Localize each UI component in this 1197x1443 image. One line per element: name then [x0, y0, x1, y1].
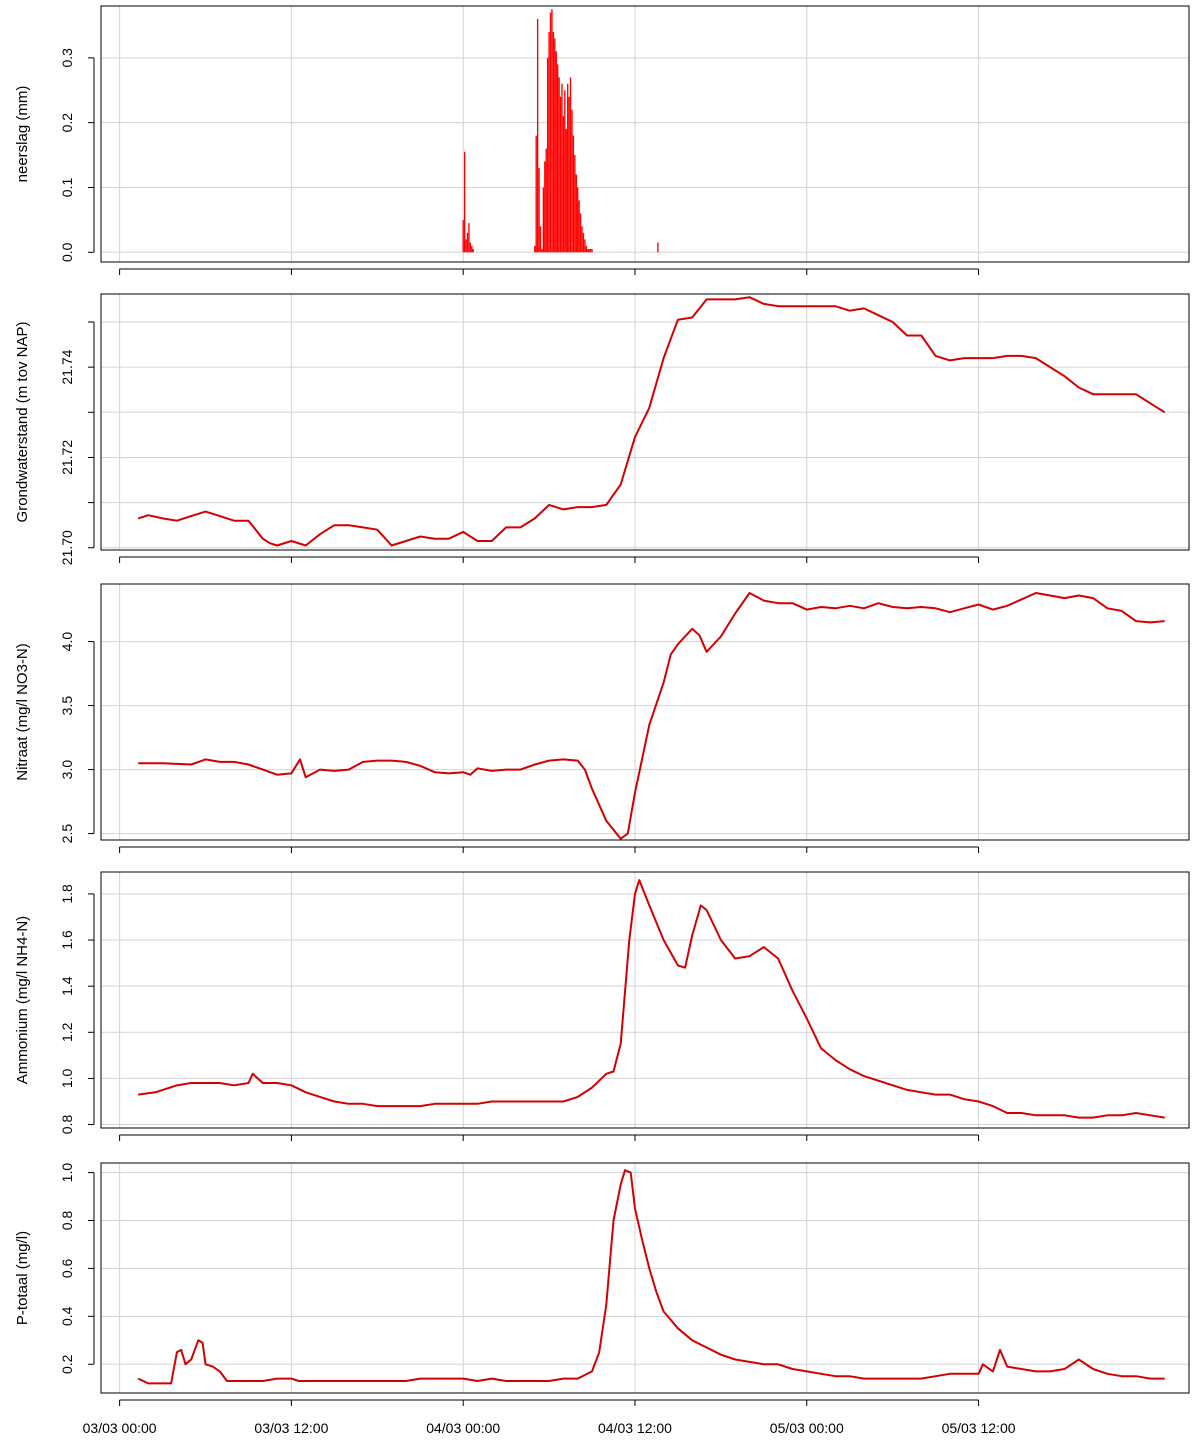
series-line [137, 296, 1166, 547]
precipitation-bar [589, 249, 592, 253]
y-tick-label: 0.3 [59, 48, 75, 68]
precipitation-bar [466, 232, 469, 253]
y-axis-label: Ammonium (mg/l NH4-N) [14, 916, 31, 1084]
x-tick-label: 04/03 00:00 [426, 1420, 500, 1436]
y-tick-label: 4.0 [59, 632, 75, 652]
y-tick-label: 1.8 [59, 884, 75, 904]
precipitation-bar [567, 83, 569, 253]
panel-3: 2.5 3.0 3.5 4.0 Nitraat (mg/l NO3-N) [14, 583, 1190, 853]
y-tick-label: 0.1 [59, 178, 75, 198]
precipitation-bar [587, 249, 589, 253]
y-tick-label: 3.0 [59, 760, 75, 780]
y-tick-label: 1.0 [59, 1068, 75, 1088]
precipitation-bar [591, 249, 593, 253]
panel-1: 0.0 0.1 0.2 0.3 neerslag (mm) [14, 5, 1190, 275]
precipitation-bar [542, 187, 545, 253]
precipitation-bar [584, 239, 586, 253]
precipitation-bar [545, 148, 547, 253]
panel-2: 21.70 21.72 21.74 Grondwaterstand (m tov NA… [14, 293, 1190, 565]
precipitation-bar [569, 77, 572, 253]
series-line [137, 1169, 1165, 1385]
y-tick-label: 21.70 [59, 530, 75, 565]
y-tick-label: 1.6 [59, 930, 75, 950]
y-tick-label: 0.8 [59, 1211, 75, 1231]
precipitation-bar [465, 239, 467, 253]
precipitation-bar [574, 155, 576, 253]
precipitation-bar [588, 249, 590, 253]
y-tick-label: 1.0 [59, 1163, 75, 1183]
y-tick-label: 1.2 [59, 1022, 75, 1042]
precipitation-bar [581, 226, 583, 253]
precipitation-bar [571, 109, 573, 253]
precipitation-bar [575, 174, 577, 253]
x-tick-label: 05/03 00:00 [770, 1420, 844, 1436]
x-tick-label: 05/03 12:00 [942, 1420, 1016, 1436]
y-tick-label: 1.4 [59, 976, 75, 996]
plot-frame [100, 583, 1190, 841]
panel-4: 0.8 1.0 1.2 1.4 1.6 1.8 Ammonium (mg/l NH4-N) [14, 871, 1190, 1141]
precipitation-bar [562, 116, 565, 253]
y-tick-label: 2.5 [59, 824, 75, 844]
precipitation-bar [549, 12, 552, 253]
precipitation-bar [554, 38, 556, 253]
precipitation-bar [577, 187, 579, 253]
precipitation-bar [471, 245, 473, 253]
precipitation-bar [559, 96, 562, 253]
precipitation-bar [541, 249, 543, 253]
precipitation-bar [548, 31, 550, 253]
y-tick-label: 3.5 [59, 696, 75, 716]
plot-frame [100, 871, 1190, 1129]
series-line [138, 879, 1165, 1119]
y-tick-label: 0.6 [59, 1258, 75, 1278]
precipitation-bar [468, 223, 470, 253]
precipitation-bar [472, 249, 474, 253]
precipitation-bar [555, 51, 557, 253]
precipitation-bar [585, 245, 587, 253]
precipitation-bar [578, 200, 580, 253]
precipitation-bar [565, 129, 567, 253]
precipitation-bar [556, 64, 559, 253]
panel-5: 0.2 0.4 0.6 0.8 1.0 P-totaal (mg/l) 03/03 00:0… [14, 1162, 1190, 1436]
precipitation-bar [462, 219, 464, 253]
x-tick-label: 04/03 12:00 [598, 1420, 672, 1436]
y-tick-label: 0.0 [59, 242, 75, 262]
precipitation-bar [568, 96, 570, 253]
plot-frame [100, 1162, 1190, 1394]
plot-frame [100, 293, 1190, 551]
precipitation-bar [539, 226, 542, 253]
series-line [138, 592, 1165, 840]
precipitation-bar [546, 57, 549, 253]
y-tick-label: 0.2 [59, 113, 75, 133]
precipitation-bar [463, 151, 466, 253]
y-tick-label: 0.4 [59, 1306, 75, 1326]
y-axis-label: Grondwaterstand (m tov NAP) [14, 322, 31, 523]
precipitation-bar [551, 9, 553, 253]
precipitation-bar [536, 18, 539, 253]
precipitation-bar [538, 168, 540, 253]
x-tick-label: 03/03 12:00 [254, 1420, 328, 1436]
precipitation-bar [561, 83, 563, 253]
precipitation-bar [552, 31, 555, 253]
y-axis-label: P-totaal (mg/l) [14, 1231, 31, 1325]
precipitation-bar [564, 90, 566, 253]
y-tick-label: 0.8 [59, 1115, 75, 1135]
plot-frame [100, 5, 1190, 263]
y-tick-label: 21.72 [59, 440, 75, 475]
precipitation-bar [579, 213, 582, 253]
y-tick-label: 21.74 [59, 349, 75, 384]
precipitation-bar [535, 135, 537, 253]
precipitation-bar [558, 77, 560, 253]
precipitation-bar [544, 161, 546, 253]
y-axis-label: Nitraat (mg/l NO3-N) [14, 643, 31, 781]
y-axis-label: neerslag (mm) [14, 86, 31, 183]
precipitation-bar [572, 135, 575, 253]
precipitation-bar [582, 232, 585, 253]
precipitation-bar [534, 245, 536, 253]
precipitation-bar [657, 242, 659, 253]
x-tick-label: 03/03 00:00 [83, 1420, 157, 1436]
y-tick-label: 0.2 [59, 1354, 75, 1374]
precipitation-bar [469, 242, 472, 253]
